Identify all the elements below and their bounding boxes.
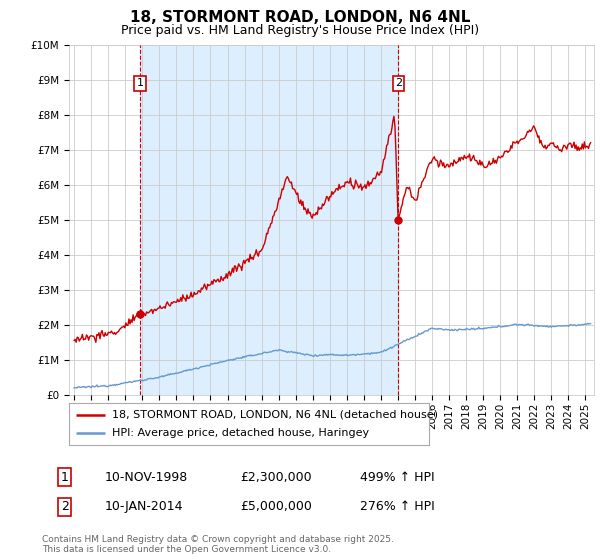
Text: 18, STORMONT ROAD, LONDON, N6 4NL: 18, STORMONT ROAD, LONDON, N6 4NL [130,10,470,25]
Text: £2,300,000: £2,300,000 [240,470,311,484]
Text: 1: 1 [136,78,143,88]
Text: 1: 1 [61,470,69,484]
Text: HPI: Average price, detached house, Haringey: HPI: Average price, detached house, Hari… [112,428,370,438]
Text: 2: 2 [61,500,69,514]
Text: 499% ↑ HPI: 499% ↑ HPI [360,470,434,484]
Text: Contains HM Land Registry data © Crown copyright and database right 2025.
This d: Contains HM Land Registry data © Crown c… [42,535,394,554]
Text: 10-NOV-1998: 10-NOV-1998 [105,470,188,484]
Text: £5,000,000: £5,000,000 [240,500,312,514]
Text: 276% ↑ HPI: 276% ↑ HPI [360,500,435,514]
Text: 18, STORMONT ROAD, LONDON, N6 4NL (detached house): 18, STORMONT ROAD, LONDON, N6 4NL (detac… [112,410,438,420]
Bar [140,45,398,395]
Text: 10-JAN-2014: 10-JAN-2014 [105,500,184,514]
Text: Price paid vs. HM Land Registry's House Price Index (HPI): Price paid vs. HM Land Registry's House … [121,24,479,36]
Text: 2: 2 [395,78,402,88]
